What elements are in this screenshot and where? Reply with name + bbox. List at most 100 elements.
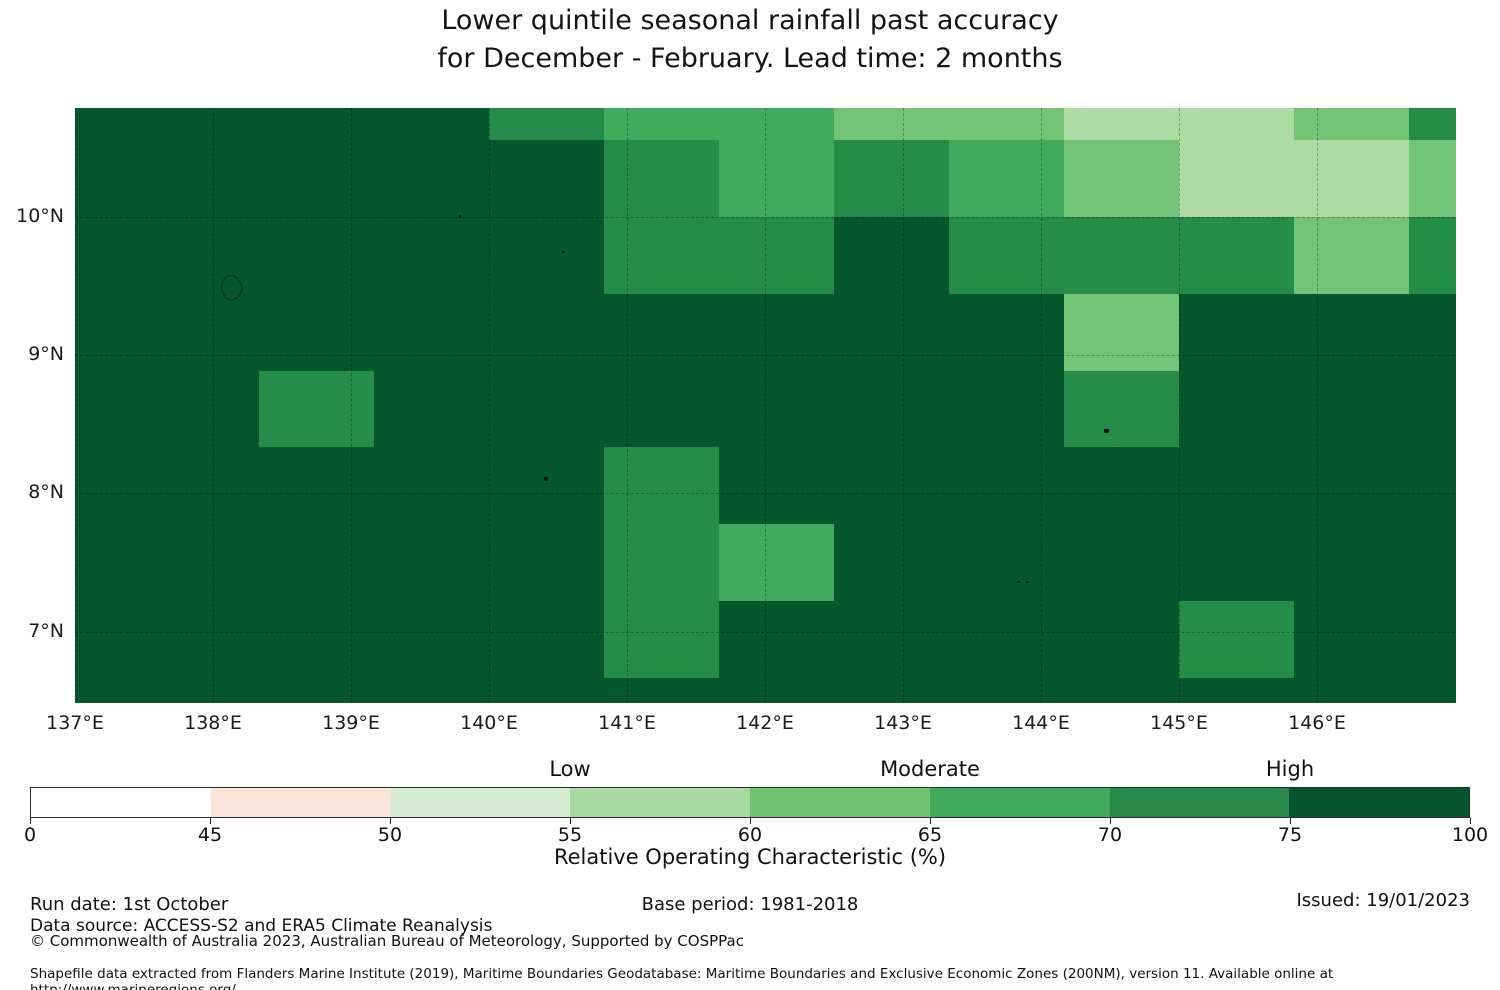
map-cell [1293,217,1410,295]
colorbar-segment [750,788,930,817]
map-cell [834,108,950,141]
map-cell [1409,600,1456,679]
map-cell [75,600,145,679]
issued-date-text: Issued: 19/01/2023 [1296,890,1470,911]
map-cell [834,524,950,602]
map-cell [489,370,605,448]
map-cell [258,108,375,141]
colorbar-tick [390,818,391,824]
map-cell [834,140,950,218]
meridian-gridline [1041,108,1042,702]
colorbar-tick-label: 0 [23,824,37,846]
map-cell [489,217,605,295]
colorbar-axis-label: Relative Operating Characteristic (%) [553,845,947,869]
y-tick-label: 8°N [28,481,64,504]
map-cell [1409,293,1456,372]
map-cell [144,108,260,141]
map-cell [258,293,375,372]
map-cell [603,293,720,372]
map-cell [1409,447,1456,525]
colorbar-category-label: Low [549,757,591,781]
chart-subtitle: for December - February. Lead time: 2 mo… [437,43,1063,74]
map-cell [603,524,720,602]
colorbar-tick [210,818,211,824]
meridian-gridline [1317,108,1318,702]
colorbar-category-label: Moderate [880,757,980,781]
map-cell [1064,524,1180,602]
map-cell [603,677,720,703]
map-cell [144,370,260,448]
meridian-gridline [903,108,904,702]
map-cell [1293,447,1410,525]
x-tick-label: 137°E [46,712,104,734]
map-cell [489,677,605,703]
map-cell [603,370,720,448]
map-cell [1064,677,1180,703]
map-cell [1179,370,1295,448]
map-cell [1293,677,1410,703]
map-cell [719,370,835,448]
map-cell [258,217,375,295]
colorbar-tick-label: 55 [557,824,583,846]
colorbar-tick [1110,818,1111,824]
colorbar-tick-label: 45 [197,824,223,846]
colorbar [30,787,1470,818]
map-cell [374,447,490,525]
map-cell [719,140,835,218]
map-cell [1179,140,1295,218]
meridian-gridline [351,108,352,702]
colorbar-segment [570,788,750,817]
map-cell [374,524,490,602]
map-cell [603,600,720,679]
map-cell [1293,370,1410,448]
map-cell [374,600,490,679]
map-cell [719,108,835,141]
colorbar-segment [390,788,571,817]
map-cell [719,217,835,295]
meridian-gridline [1179,108,1180,702]
meridian-gridline [627,108,628,702]
parallel-gridline [75,355,1455,357]
colorbar-tick [1470,818,1471,824]
x-tick-label: 142°E [736,712,794,734]
map-cell [489,140,605,218]
map-cell [948,524,1065,602]
map-cell [374,217,490,295]
map-cell [374,677,490,703]
map-cell [144,677,260,703]
colorbar-segment [929,788,1110,817]
meridian-gridline [213,108,214,702]
map-cell [75,370,145,448]
parallel-gridline [75,217,1455,219]
map-cell [719,677,835,703]
map-cell [258,370,375,448]
map-cell [144,447,260,525]
island-dot [459,215,461,218]
map-cell [1064,217,1180,295]
x-tick-label: 144°E [1012,712,1070,734]
map-cell [1064,293,1180,372]
chart-title: Lower quintile seasonal rainfall past ac… [441,5,1059,36]
island-dot [562,251,565,253]
map-cell [719,524,835,602]
colorbar-tick-label: 100 [1451,824,1489,846]
map-cell [603,217,720,295]
colorbar-segment [1289,788,1469,817]
map-cell [144,524,260,602]
x-tick-label: 146°E [1288,712,1346,734]
map-cell [1409,217,1456,295]
map-cell [75,677,145,703]
heatmap-plot-area [75,108,1456,703]
map-cell [489,447,605,525]
map-cell [948,447,1065,525]
map-cell [1179,293,1295,372]
map-cell [75,108,145,141]
map-cell [603,108,720,141]
colorbar-category-label: High [1265,757,1315,781]
map-cell [75,293,145,372]
copyright-text: © Commonwealth of Australia 2023, Austra… [30,932,744,950]
island-dot [544,477,548,481]
map-cell [489,293,605,372]
map-cell [719,447,835,525]
map-cell [1179,108,1295,141]
